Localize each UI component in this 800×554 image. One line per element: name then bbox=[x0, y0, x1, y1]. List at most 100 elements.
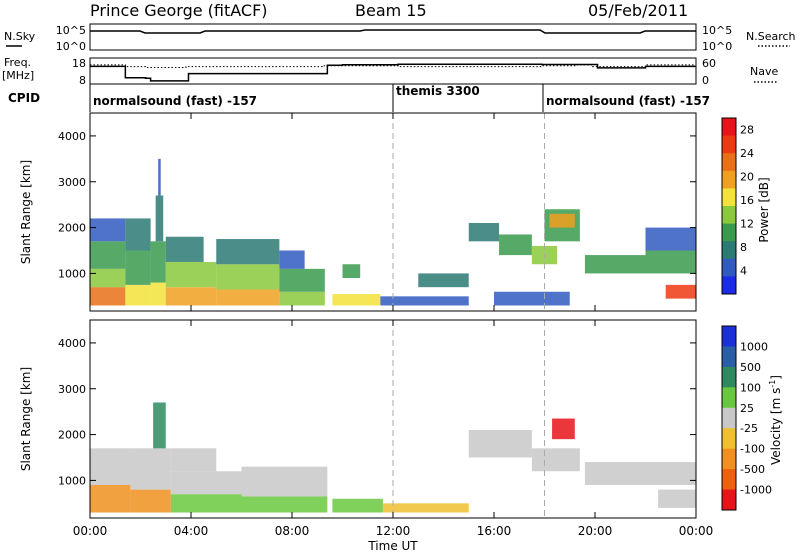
power-y-tick-label-1: 2000 bbox=[58, 222, 86, 235]
power-cell-29 bbox=[584, 255, 646, 274]
velocity-cell-2 bbox=[130, 489, 171, 513]
x-axis-tick-labels: 00:00 04:00 08:00 12:00 16:00 20:00 00:00 bbox=[73, 524, 714, 538]
power-cell-18 bbox=[279, 268, 325, 292]
velocity-colorbar-swatch-6 bbox=[722, 448, 736, 470]
velocity-cell-6 bbox=[170, 471, 242, 495]
power-colorbar-swatch-8 bbox=[722, 258, 736, 277]
nsearch-tick-bottom: 10^0 bbox=[702, 40, 732, 53]
velocity-cell-3 bbox=[130, 448, 171, 490]
power-colorbar-swatch-0 bbox=[722, 118, 736, 137]
velocity-y-tick-label-2: 3000 bbox=[58, 383, 86, 396]
velocity-cell-11 bbox=[382, 503, 469, 513]
power-colorbar-swatch-2 bbox=[722, 153, 736, 172]
nave-line bbox=[90, 64, 697, 69]
x-axis-label: Time UT bbox=[367, 539, 418, 553]
station-title: Prince George (fitACF) bbox=[90, 1, 268, 20]
power-y-tick-label-0: 1000 bbox=[58, 267, 86, 280]
power-cell-22 bbox=[380, 296, 469, 306]
velocity-cell-14 bbox=[552, 418, 575, 440]
power-cell-24 bbox=[468, 223, 500, 242]
freq-tick-bottom: 8 bbox=[79, 74, 86, 87]
power-colorbar-tick-6: 28 bbox=[740, 124, 754, 137]
velocity-frame bbox=[89, 319, 697, 519]
velocity-cell-0 bbox=[90, 485, 131, 513]
power-cell-14 bbox=[216, 289, 280, 306]
velocity-colorbar-tick-0: 1000 bbox=[740, 340, 768, 353]
velocity-colorbar-tick-5: -100 bbox=[740, 443, 765, 456]
power-colorbar-tick-4: 20 bbox=[740, 171, 754, 184]
power-colorbar-swatch-6 bbox=[722, 223, 736, 242]
velocity-cell-16 bbox=[658, 489, 696, 508]
velocity-colorbar-label: Velocity [m s-1] bbox=[768, 375, 783, 465]
freq-label-1: Freq. bbox=[4, 56, 31, 69]
power-cell-33 bbox=[494, 291, 570, 306]
velocity-colorbar-swatch-8 bbox=[722, 489, 736, 511]
power-cell-28 bbox=[549, 213, 575, 228]
nsearch-right-label: N.Search bbox=[746, 30, 796, 43]
beam-title: Beam 15 bbox=[355, 1, 427, 20]
velocity-cell-10 bbox=[332, 498, 383, 513]
power-cell-20 bbox=[332, 294, 381, 306]
power-cell-13 bbox=[165, 236, 204, 262]
freq-label-2: [MHz] bbox=[2, 69, 34, 82]
power-colorbar-swatch-9 bbox=[722, 276, 736, 295]
velocity-y-tick-label-0: 1000 bbox=[58, 474, 86, 487]
nsky-left-label: N.Sky bbox=[4, 30, 36, 43]
nsky-strip: N.Sky 10^5 10^0 10^5 10^0 N.Search bbox=[4, 23, 796, 53]
velocity-colorbar-tick-2: 100 bbox=[740, 381, 761, 394]
power-cell-19 bbox=[279, 250, 305, 269]
power-colorbar-tick-2: 12 bbox=[740, 218, 754, 231]
power-cell-10 bbox=[158, 158, 161, 196]
power-cell-17 bbox=[279, 291, 325, 306]
velocity-colorbar-tick-1: 500 bbox=[740, 361, 761, 374]
power-colorbar-swatch-1 bbox=[722, 135, 736, 154]
velocity-cell-13 bbox=[531, 448, 580, 472]
velocity-colorbar: 1000 500 100 25 -25 -100 -500 -1000 bbox=[721, 325, 772, 511]
power-cell-25 bbox=[499, 234, 532, 256]
velocity-y-tick-label-1: 2000 bbox=[58, 429, 86, 442]
nsearch-tick-top: 10^5 bbox=[702, 24, 732, 37]
power-cell-9 bbox=[155, 195, 164, 242]
velocity-heatmap-cells bbox=[90, 320, 696, 518]
power-cell-2 bbox=[90, 241, 126, 269]
power-colorbar-swatch-5 bbox=[722, 206, 736, 225]
power-colorbar-tick-5: 24 bbox=[740, 147, 754, 160]
velocity-colorbar-swatch-7 bbox=[722, 469, 736, 491]
velocity-y-axis-ticks: 1000 2000 3000 4000 bbox=[58, 337, 696, 487]
power-colorbar-frame bbox=[721, 117, 737, 295]
velocity-panel: 1000 2000 3000 4000 Slant Range [km] 1000 50… bbox=[19, 319, 783, 519]
power-cell-5 bbox=[125, 250, 151, 285]
nsky-tick-bottom: 10^0 bbox=[56, 40, 86, 53]
power-colorbar-tick-3: 16 bbox=[740, 194, 754, 207]
power-colorbar: 4 8 12 16 20 24 28 bbox=[721, 117, 754, 295]
power-y-tick-label-3: 4000 bbox=[58, 130, 86, 143]
power-colorbar-tick-1: 8 bbox=[740, 241, 747, 254]
velocity-cell-9 bbox=[241, 466, 328, 497]
velocity-colorbar-swatch-2 bbox=[722, 366, 736, 388]
power-cell-7 bbox=[150, 282, 166, 306]
freq-line bbox=[90, 63, 696, 82]
power-cell-0 bbox=[90, 287, 126, 306]
cpid-label: CPID bbox=[8, 91, 40, 105]
power-cell-6 bbox=[125, 218, 151, 251]
x-tick-label-3: 12:00 bbox=[376, 524, 411, 538]
velocity-colorbar-tick-7: -1000 bbox=[740, 484, 772, 497]
velocity-cell-15 bbox=[584, 462, 696, 485]
power-colorbar-tick-0: 4 bbox=[740, 265, 747, 278]
power-cell-11 bbox=[165, 287, 217, 306]
x-tick-label-5: 20:00 bbox=[578, 524, 613, 538]
cpid-segment-2: themis 3300 bbox=[396, 84, 480, 98]
date-title: 05/Feb/2011 bbox=[588, 1, 688, 20]
velocity-colorbar-tick-6: -500 bbox=[740, 463, 765, 476]
velocity-y-tick-label-3: 4000 bbox=[58, 337, 86, 350]
power-colorbar-swatch-4 bbox=[722, 188, 736, 207]
power-cell-4 bbox=[125, 284, 151, 306]
power-frame bbox=[89, 112, 697, 312]
x-tick-label-1: 04:00 bbox=[174, 524, 209, 538]
power-colorbar-label: Power [dB] bbox=[757, 177, 771, 242]
velocity-colorbar-frame bbox=[721, 325, 737, 511]
power-cell-8 bbox=[150, 241, 166, 283]
velocity-ylabel: Slant Range [km] bbox=[19, 367, 33, 471]
velocity-colorbar-swatch-1 bbox=[722, 346, 736, 368]
